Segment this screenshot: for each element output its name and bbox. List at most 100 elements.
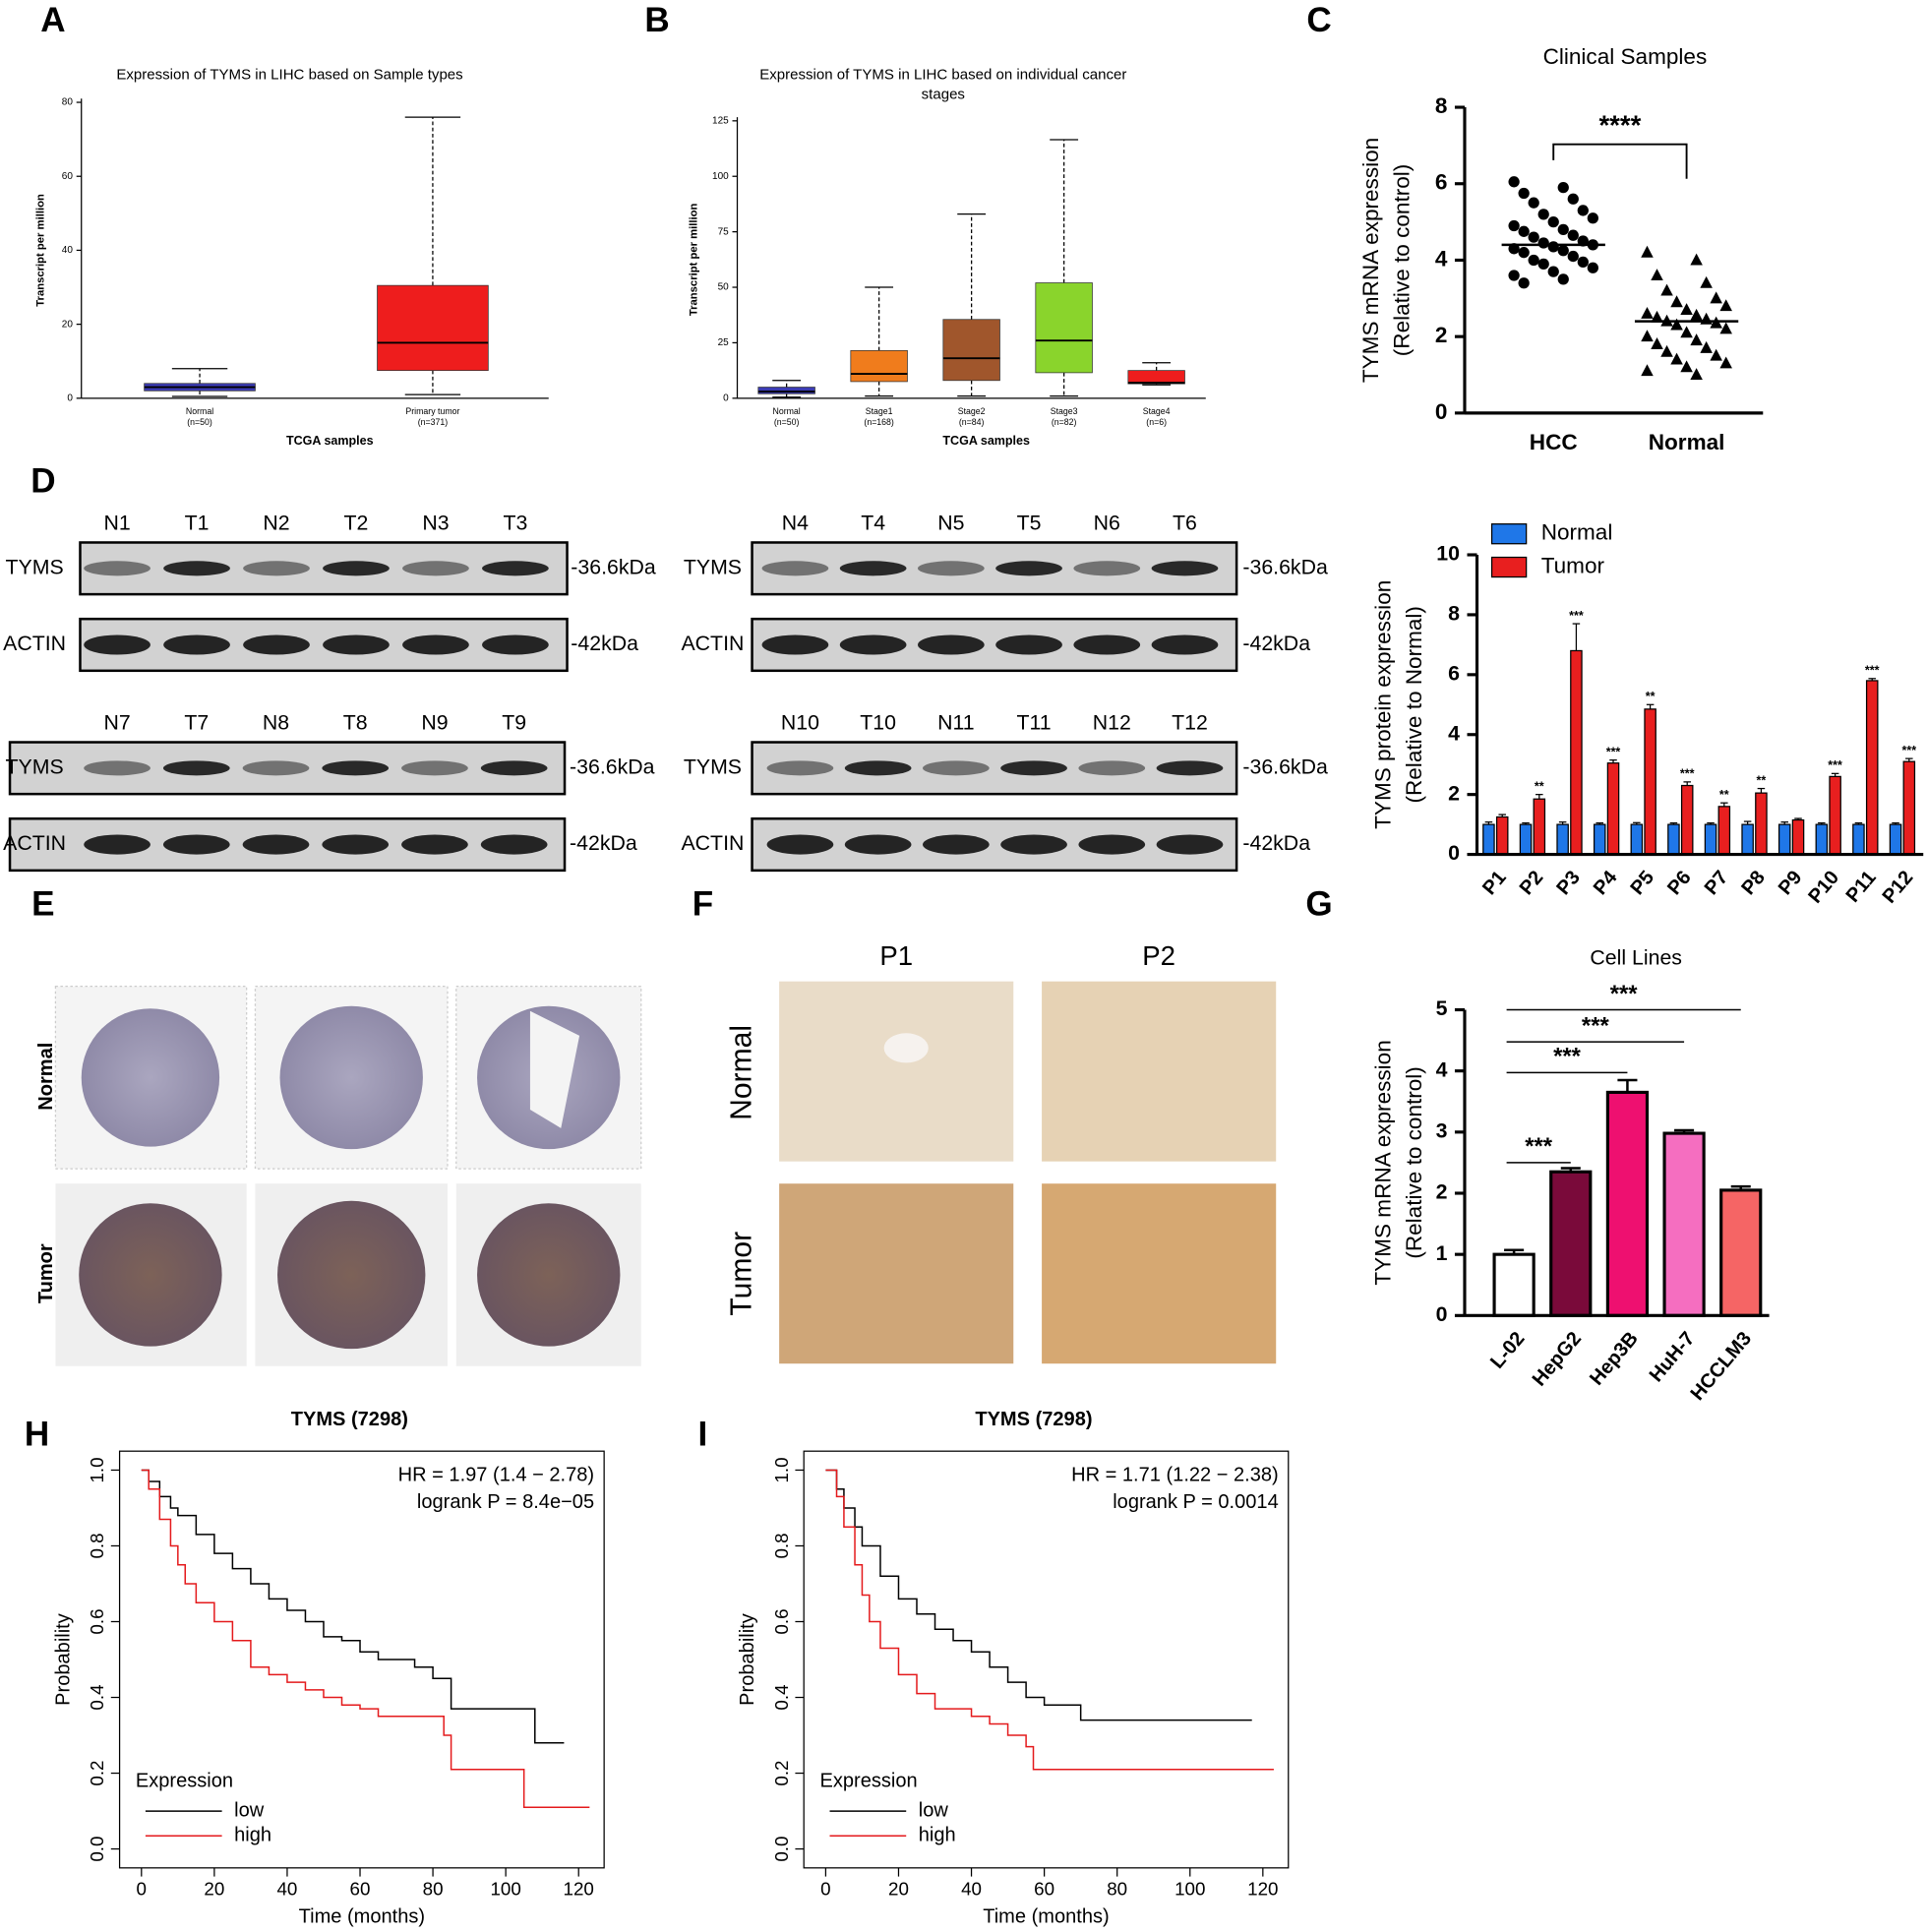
significance-label: **** — [1598, 109, 1641, 140]
protein-label: TYMS — [684, 555, 742, 578]
blot-band — [1156, 760, 1224, 776]
x-axis-label: TCGA samples — [286, 434, 374, 448]
point — [1710, 348, 1722, 361]
panel-letter: D — [30, 462, 55, 501]
bar — [1533, 798, 1546, 856]
point — [1690, 253, 1703, 266]
blot-band — [401, 760, 468, 776]
point — [1670, 352, 1683, 365]
panel-letter: G — [1305, 884, 1332, 923]
point — [1651, 337, 1663, 349]
point — [1508, 176, 1520, 188]
blot-band — [84, 634, 151, 655]
significance-label: *** — [1569, 609, 1584, 623]
bar — [1519, 823, 1533, 856]
row-label: Tumor — [726, 1232, 758, 1316]
chart-title: Clinical Samples — [1543, 44, 1708, 69]
y-tick-label: 5 — [1436, 996, 1448, 1020]
x-tick-label: P2 — [1516, 867, 1548, 899]
row-label: Tumor — [35, 1243, 57, 1303]
blot-band — [322, 834, 390, 855]
lane-label: N7 — [103, 710, 130, 734]
bar — [1606, 762, 1620, 856]
bar — [1630, 823, 1644, 856]
blot-band — [995, 634, 1062, 655]
x-axis-label: Time (months) — [983, 1905, 1109, 1927]
significance-label: ** — [1535, 779, 1544, 793]
x-tick-label: L-02 — [1486, 1328, 1529, 1373]
y-axis-label: TYMS mRNA expression — [1358, 138, 1383, 383]
point — [1537, 258, 1549, 270]
box — [1127, 370, 1185, 385]
x-tick-label: Stage4 — [1143, 406, 1171, 416]
lane-label: T5 — [1017, 511, 1042, 534]
y-tick-label: 2 — [1435, 323, 1448, 347]
x-tick-label: P11 — [1842, 867, 1881, 907]
ihc-field — [779, 981, 1014, 1162]
point — [1547, 241, 1559, 253]
size-label: -42kDa — [1242, 632, 1310, 655]
y-tick-label: 50 — [718, 282, 730, 293]
y-axis-label: (Relative to control) — [1402, 1066, 1426, 1258]
point — [1557, 273, 1569, 285]
annotation: HR = 1.97 (1.4 − 2.78) — [398, 1465, 594, 1486]
y-axis-label: Probability — [737, 1613, 758, 1706]
point — [1547, 266, 1559, 277]
point — [1719, 299, 1732, 312]
point — [1680, 360, 1693, 373]
legend-title: Expression — [136, 1770, 233, 1791]
y-tick-label: 0.0 — [87, 1836, 107, 1861]
size-label: -36.6kDa — [571, 555, 656, 578]
y-axis-label: TYMS protein expression — [1370, 580, 1395, 829]
point — [1700, 275, 1713, 288]
significance-label: *** — [1553, 1044, 1582, 1070]
bar — [1593, 823, 1606, 856]
bar — [1482, 823, 1495, 856]
point — [1567, 250, 1579, 263]
bar — [1556, 823, 1569, 856]
x-tick-label: 20 — [204, 1878, 224, 1899]
panel-letter: H — [25, 1415, 49, 1453]
x-tick-label: P6 — [1663, 867, 1696, 899]
protein-label: ACTIN — [681, 831, 744, 855]
blot-band — [918, 634, 985, 655]
significance-label: ** — [1646, 690, 1656, 703]
y-tick-label: 1.0 — [87, 1457, 107, 1482]
survival-curve — [825, 1469, 1252, 1721]
blot-band — [761, 561, 829, 576]
point — [1518, 187, 1530, 200]
blot-band — [766, 760, 834, 776]
y-tick-label: 6 — [1435, 170, 1448, 195]
blot-band — [995, 561, 1062, 576]
annotation: logrank P = 0.0014 — [1113, 1491, 1278, 1513]
size-label: -36.6kDa — [1242, 555, 1328, 578]
point — [1508, 219, 1520, 232]
x-tick-label: 60 — [350, 1878, 371, 1899]
x-tick-label: 60 — [1034, 1878, 1054, 1899]
bar — [1791, 818, 1805, 856]
point — [1518, 247, 1530, 259]
row-label: Normal — [726, 1025, 758, 1120]
plot-frame — [803, 1450, 1290, 1869]
blot-band — [923, 760, 990, 776]
y-tick-label: 20 — [62, 319, 74, 330]
legend-label: high — [234, 1825, 271, 1846]
tma-core — [277, 1200, 426, 1350]
x-tick-label: P5 — [1627, 867, 1659, 899]
tma-core — [279, 1005, 423, 1150]
y-tick-label: 0.0 — [771, 1836, 792, 1861]
significance-label: *** — [1680, 767, 1695, 781]
point — [1557, 245, 1569, 257]
point — [1651, 269, 1663, 281]
y-tick-label: 8 — [1448, 602, 1460, 626]
bar — [1865, 680, 1879, 856]
point — [1537, 237, 1549, 249]
bar — [1644, 708, 1656, 856]
y-tick-label: 0 — [723, 392, 729, 403]
chart-title: stages — [922, 86, 965, 102]
x-tick-label: 40 — [276, 1878, 297, 1899]
lane-label: N4 — [782, 511, 809, 534]
tma-core — [81, 1008, 220, 1147]
point — [1567, 193, 1579, 205]
chart-title: TYMS (7298) — [291, 1409, 408, 1430]
